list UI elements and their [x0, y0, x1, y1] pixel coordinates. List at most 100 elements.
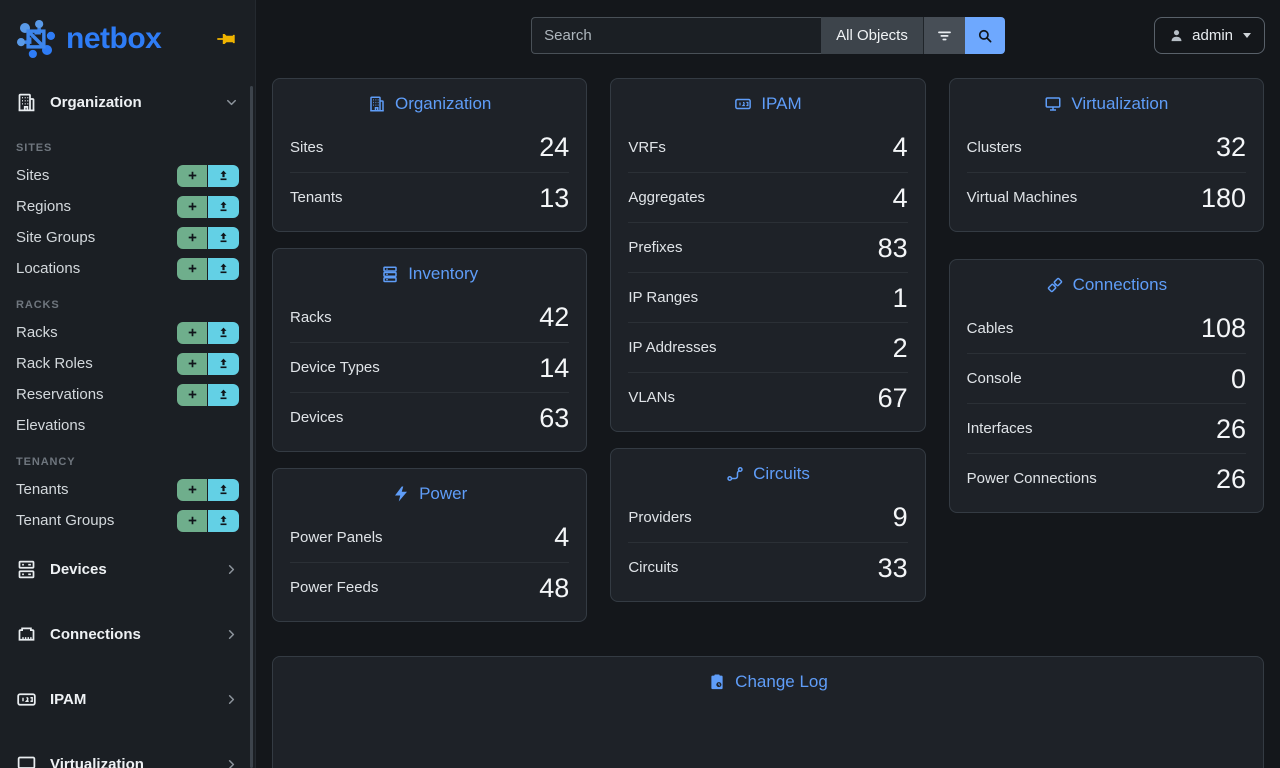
add-button[interactable]	[177, 478, 208, 501]
stat-value[interactable]: 0	[1230, 363, 1246, 394]
card-power: Power Power Panels 4 Power Feeds 48	[272, 468, 588, 622]
search-button[interactable]	[964, 17, 1005, 54]
stat-value[interactable]: 2	[892, 332, 908, 363]
pin-sidebar-icon[interactable]	[215, 28, 237, 50]
sidebar-scrollbar[interactable]	[250, 86, 253, 768]
stat-value[interactable]: 24	[539, 132, 570, 162]
stat-row-device-types: Device Types 14	[290, 342, 570, 392]
sidebar-item-regions[interactable]: Regions	[0, 191, 255, 222]
monitor-icon	[1044, 95, 1062, 113]
user-menu-button[interactable]: admin	[1154, 17, 1265, 54]
stat-value[interactable]: 83	[877, 232, 908, 263]
card-circuits-title[interactable]: Circuits	[611, 449, 924, 492]
stat-value[interactable]: 33	[877, 552, 908, 583]
stat-value[interactable]: 32	[1215, 132, 1246, 162]
sidebar-item-devices[interactable]: Devices	[0, 545, 255, 594]
stat-value[interactable]: 26	[1215, 463, 1246, 494]
add-button[interactable]	[177, 383, 208, 406]
stat-value[interactable]: 26	[1215, 413, 1246, 444]
sidebar-item-locations[interactable]: Locations	[0, 253, 255, 284]
card-virtualization-title[interactable]: Virtualization	[950, 79, 1263, 122]
stat-value[interactable]: 4	[892, 132, 908, 162]
sidebar-link-label[interactable]: Tenant Groups	[16, 512, 115, 529]
sidebar-item-rack-roles[interactable]: Rack Roles	[0, 348, 255, 379]
stat-value[interactable]: 9	[892, 502, 908, 532]
sidebar-item-tenant-groups[interactable]: Tenant Groups	[0, 505, 255, 536]
sidebar-link-label[interactable]: Tenants	[16, 481, 69, 498]
clipboard-clock-icon	[708, 673, 726, 691]
add-button[interactable]	[177, 321, 208, 344]
stat-value[interactable]: 67	[877, 382, 908, 413]
import-button[interactable]	[208, 478, 239, 501]
stat-value[interactable]: 13	[539, 182, 570, 213]
sidebar-item-racks[interactable]: Racks	[0, 317, 255, 348]
import-button[interactable]	[208, 509, 239, 532]
sidebar-link-label[interactable]: Site Groups	[16, 229, 96, 246]
sidebar-item-reservations[interactable]: Reservations	[0, 379, 255, 410]
stat-row-power-connections: Power Connections 26	[966, 453, 1246, 503]
stat-value[interactable]: 63	[539, 402, 570, 433]
search-icon	[976, 27, 994, 45]
stat-value[interactable]: 4	[554, 522, 570, 552]
topbar: All Objects admin	[256, 0, 1280, 54]
stat-value[interactable]: 48	[539, 572, 570, 603]
filter-button[interactable]	[922, 17, 965, 54]
sidebar-item-virtualization[interactable]: Virtualization	[0, 740, 255, 768]
import-button[interactable]	[208, 195, 239, 218]
card-changelog-title[interactable]: Change Log	[273, 657, 1263, 700]
stat-row-circuits: Circuits 33	[628, 542, 908, 592]
import-button[interactable]	[208, 352, 239, 375]
sidebar-item-organization[interactable]: Organization	[0, 78, 255, 127]
sidebar-link-label[interactable]: Regions	[16, 198, 72, 215]
card-connections: Connections Cables 108 Console 0 Interfa…	[948, 259, 1264, 513]
stat-row-interfaces: Interfaces 26	[966, 403, 1246, 453]
import-button[interactable]	[208, 257, 239, 280]
stat-row-prefixes: Prefixes 83	[628, 222, 908, 272]
sidebar-link-label[interactable]: Locations	[16, 260, 81, 277]
sidebar-item-ipam[interactable]: IPAM	[0, 675, 255, 724]
sidebar-item-elevations[interactable]: Elevations	[0, 410, 255, 441]
card-power-title[interactable]: Power	[273, 469, 586, 512]
import-button[interactable]	[208, 164, 239, 187]
card-inventory-title[interactable]: Inventory	[273, 249, 586, 292]
card-connections-title[interactable]: Connections	[950, 260, 1263, 303]
stat-value[interactable]: 4	[892, 182, 908, 213]
sidebar-header: netbox	[0, 0, 255, 78]
search-scope-button[interactable]: All Objects	[821, 17, 923, 54]
sidebar-link-label[interactable]: Racks	[16, 324, 58, 341]
sidebar-item-site-groups[interactable]: Site Groups	[0, 222, 255, 253]
sidebar-link-label[interactable]: Sites	[16, 167, 50, 184]
username: admin	[1192, 27, 1233, 44]
add-button[interactable]	[177, 226, 208, 249]
sidebar-item-connections[interactable]: Connections	[0, 610, 255, 659]
add-button[interactable]	[177, 352, 208, 375]
import-button[interactable]	[208, 321, 239, 344]
stat-value[interactable]: 108	[1200, 313, 1246, 343]
add-button[interactable]	[177, 164, 208, 187]
add-button[interactable]	[177, 509, 208, 532]
import-button[interactable]	[208, 226, 239, 249]
counter-icon	[16, 689, 37, 710]
sidebar-item-label: Virtualization	[50, 756, 144, 768]
sidebar-item-sites[interactable]: Sites	[0, 160, 255, 191]
add-button[interactable]	[177, 195, 208, 218]
stat-row-vlans: VLANs 67	[628, 372, 908, 422]
stat-row-racks: Racks 42	[290, 302, 570, 332]
search-input[interactable]	[531, 17, 822, 54]
stat-value[interactable]: 14	[539, 352, 570, 383]
card-organization-title[interactable]: Organization	[273, 79, 586, 122]
stat-row-ip-ranges: IP Ranges 1	[628, 272, 908, 322]
stat-value[interactable]: 180	[1200, 182, 1246, 213]
sidebar-link-label[interactable]: Rack Roles	[16, 355, 93, 372]
building-icon	[368, 95, 386, 113]
stat-value[interactable]: 42	[539, 302, 570, 332]
sidebar: netbox Organization SITES Sites Regions …	[0, 0, 256, 768]
stat-value[interactable]: 1	[892, 282, 908, 313]
card-ipam-title[interactable]: IPAM	[611, 79, 924, 122]
sidebar-item-tenants[interactable]: Tenants	[0, 474, 255, 505]
sidebar-link-label[interactable]: Elevations	[16, 417, 86, 434]
chevron-right-icon	[224, 692, 239, 707]
import-button[interactable]	[208, 383, 239, 406]
sidebar-link-label[interactable]: Reservations	[16, 386, 104, 403]
add-button[interactable]	[177, 257, 208, 280]
